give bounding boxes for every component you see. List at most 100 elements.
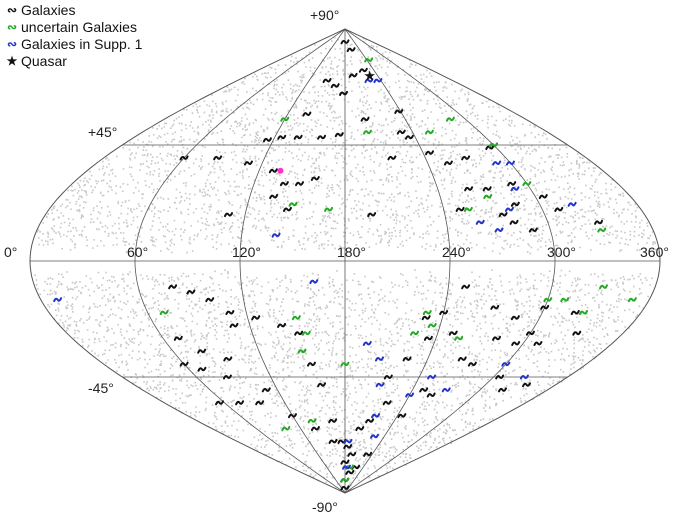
uncertain-marker-9 <box>324 206 334 212</box>
y-tick-label-0: +90° <box>310 7 339 23</box>
uncertain-marker-1 <box>362 129 372 135</box>
galaxies-marker-82 <box>205 297 215 303</box>
uncertain-marker-13 <box>301 330 311 336</box>
quasar-marker: ★ <box>363 68 376 84</box>
supp-marker-9 <box>271 232 281 238</box>
legend-label-quasar: Quasar <box>21 53 67 69</box>
galaxies-marker-85 <box>229 322 239 328</box>
background-source-density <box>34 29 660 491</box>
galaxies-marker-11 <box>317 134 327 140</box>
galaxies-marker-7 <box>302 111 312 117</box>
supp-marker-20 <box>519 374 529 380</box>
galaxies-marker-92 <box>261 387 271 393</box>
galaxies-marker-21 <box>282 206 292 212</box>
uncertain-marker-2 <box>424 129 434 135</box>
uncertain-marker-6 <box>483 194 493 200</box>
galaxies-marker-35 <box>554 206 564 212</box>
galaxies-marker-25 <box>387 155 397 161</box>
chart-legend: ∾ Galaxies ∾ uncertain Galaxies ∾ Galaxi… <box>6 2 143 70</box>
uncertain-marker-8 <box>597 227 607 233</box>
galaxies-marker-86 <box>173 335 183 341</box>
legend-item-quasar: ★ Quasar <box>6 53 142 70</box>
galaxies-marker-33 <box>510 201 520 207</box>
x-tick-label-0: 0° <box>4 244 17 260</box>
galaxies-marker-103 <box>495 374 505 380</box>
legend-label-galaxies: Galaxies <box>21 2 76 18</box>
uncertain-marker-4 <box>488 142 498 148</box>
galaxies-marker-102 <box>522 382 532 388</box>
uncertain-marker-16 <box>422 310 432 316</box>
legend-squiggle-blue-icon: ∾ <box>6 37 18 51</box>
galaxies-marker-76 <box>317 382 327 388</box>
galaxies-marker-89 <box>179 361 189 367</box>
supp-marker-7 <box>475 219 485 225</box>
galaxies-marker-23 <box>404 134 414 140</box>
supp-marker-11 <box>309 279 319 285</box>
data-markers: ★ <box>53 39 637 491</box>
uncertain-marker-27 <box>281 426 291 432</box>
galaxies-marker-65 <box>382 400 392 406</box>
legend-star-icon: ★ <box>6 54 18 68</box>
uncertain-marker-18 <box>410 330 420 336</box>
uncertain-marker-23 <box>627 297 637 303</box>
x-tick-label-180: 180° <box>337 244 366 260</box>
galaxies-marker-68 <box>347 451 357 457</box>
supp-marker-2 <box>492 160 502 166</box>
galaxies-marker-49 <box>570 310 580 316</box>
galaxies-marker-53 <box>492 335 502 341</box>
y-tick-label-3: -90° <box>312 499 338 515</box>
supp-marker-14 <box>427 374 437 380</box>
galaxies-marker-47 <box>510 315 520 321</box>
galaxies-marker-28 <box>485 145 495 151</box>
uncertain-marker-17 <box>427 322 437 328</box>
supp-marker-6 <box>567 201 577 207</box>
uncertain-marker-22 <box>578 310 588 316</box>
galaxies-marker-27 <box>461 155 471 161</box>
galaxies-marker-41 <box>396 129 406 135</box>
legend-item-galaxies: ∾ Galaxies <box>6 2 142 19</box>
galaxies-marker-52 <box>511 340 521 346</box>
galaxies-marker-60 <box>423 335 433 341</box>
galaxies-marker-71 <box>340 459 350 465</box>
galaxies-marker-75 <box>328 418 338 424</box>
supp-marker-15 <box>405 392 415 398</box>
galaxies-marker-4 <box>348 72 358 78</box>
galaxies-marker-91 <box>222 374 232 380</box>
supp-marker-21 <box>342 464 352 470</box>
galaxies-marker-13 <box>179 155 189 161</box>
galaxies-marker-50 <box>572 330 582 336</box>
galaxies-marker-93 <box>215 400 225 406</box>
supp-marker-23 <box>375 382 385 388</box>
galaxies-marker-87 <box>197 348 207 354</box>
y-tick-label-1: +45° <box>88 124 117 140</box>
galaxies-marker-88 <box>223 356 233 362</box>
supp-marker-4 <box>510 186 520 192</box>
galaxies-marker-67 <box>355 426 365 432</box>
galaxies-marker-42 <box>394 108 404 114</box>
galaxies-marker-98 <box>328 438 338 444</box>
galaxies-marker-94 <box>235 400 245 406</box>
x-tick-label-360: 360° <box>640 244 669 260</box>
galaxies-marker-57 <box>397 413 407 419</box>
supp-marker-10 <box>53 297 63 303</box>
highlight-point-marker <box>277 167 284 174</box>
supp-marker-3 <box>505 160 515 166</box>
supp-marker-8 <box>494 227 504 233</box>
galaxies-marker-43 <box>223 212 233 218</box>
legend-squiggle-black-icon: ∾ <box>6 3 18 17</box>
galaxies-marker-1 <box>322 78 332 84</box>
galaxies-marker-64 <box>383 374 393 380</box>
galaxies-marker-22 <box>360 116 370 122</box>
galaxies-marker-0 <box>340 39 350 45</box>
galaxies-marker-66 <box>365 418 375 424</box>
galaxies-marker-79 <box>277 322 287 328</box>
uncertain-marker-12 <box>291 315 301 321</box>
supp-marker-17 <box>370 433 379 439</box>
background-dots <box>34 29 660 491</box>
galaxies-marker-70 <box>343 444 353 450</box>
legend-label-supp-galaxies: Galaxies in Supp. 1 <box>21 36 143 52</box>
galaxies-marker-84 <box>168 284 178 290</box>
galaxies-marker-48 <box>540 304 550 310</box>
galaxies-marker-77 <box>306 361 316 367</box>
